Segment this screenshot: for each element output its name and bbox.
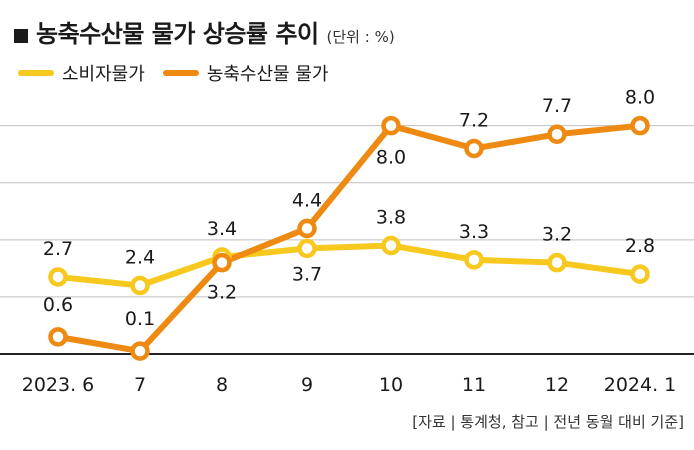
data-label-consumer: 2.8	[625, 235, 655, 257]
data-label-agri: 8.0	[625, 87, 655, 109]
x-tick-label: 2023. 6	[22, 374, 95, 396]
legend-swatch-agri	[162, 70, 199, 76]
title-square-icon	[14, 29, 28, 43]
data-point-agri	[48, 327, 68, 347]
data-label-consumer: 3.8	[376, 207, 406, 229]
data-point-agri	[297, 218, 317, 239]
x-tick-label: 12	[545, 374, 569, 396]
legend-item-agri: 농축수산물 물가	[162, 60, 329, 86]
data-point-consumer	[381, 235, 401, 256]
data-label-consumer: 2.7	[43, 238, 73, 260]
data-point-agri	[212, 252, 232, 273]
series-line-agri	[55, 122, 643, 355]
x-tick-label: 7	[134, 374, 146, 396]
data-label-agri: 0.6	[43, 294, 73, 316]
data-point-consumer	[48, 267, 68, 287]
data-label-agri: 7.2	[459, 110, 489, 132]
series-line-consumer	[55, 242, 643, 289]
data-point-agri	[381, 115, 401, 136]
chart-title-row: 농축수산물 물가 상승률 추이 (단위 : %)	[14, 14, 395, 49]
data-label-consumer: 3.7	[292, 263, 322, 285]
x-tick-label: 11	[462, 374, 486, 396]
data-label-consumer: 3.4	[207, 218, 237, 240]
data-point-agri	[464, 138, 484, 159]
x-tick-label: 9	[301, 374, 313, 396]
legend-label-consumer: 소비자물가	[62, 64, 145, 85]
data-label-agri: 4.4	[292, 189, 322, 211]
data-point-agri	[547, 124, 567, 144]
data-point-consumer	[547, 252, 567, 273]
x-tick-label: 10	[379, 374, 403, 396]
data-point-consumer	[464, 250, 484, 270]
chart-title: 농축수산물 물가 상승률 추이	[36, 20, 319, 48]
data-label-consumer: 3.3	[459, 221, 489, 243]
data-label-agri: 8.0	[376, 147, 406, 169]
data-label-consumer: 2.4	[125, 247, 155, 269]
data-point-consumer	[297, 238, 317, 259]
x-tick-label: 2024. 1	[604, 374, 677, 396]
data-label-agri: 0.1	[125, 308, 155, 330]
legend-swatch-consumer	[18, 70, 54, 76]
legend-item-consumer: 소비자물가	[18, 60, 145, 86]
data-point-consumer	[630, 264, 650, 284]
data-label-consumer: 3.2	[542, 224, 572, 246]
x-tick-label: 8	[216, 374, 228, 396]
data-point-agri	[630, 115, 650, 136]
data-point-consumer	[130, 275, 150, 296]
unit-label: (단위 : %)	[326, 28, 395, 46]
data-label-agri: 3.2	[207, 282, 237, 304]
data-label-agri: 7.7	[542, 95, 572, 117]
data-point-agri	[130, 341, 150, 361]
source-note: [자료 | 통계청, 참고 | 전년 동월 대비 기준]	[412, 413, 684, 431]
legend-label-agri: 농축수산물 물가	[206, 64, 329, 85]
legend: 소비자물가 농축수산물 물가	[18, 60, 346, 86]
